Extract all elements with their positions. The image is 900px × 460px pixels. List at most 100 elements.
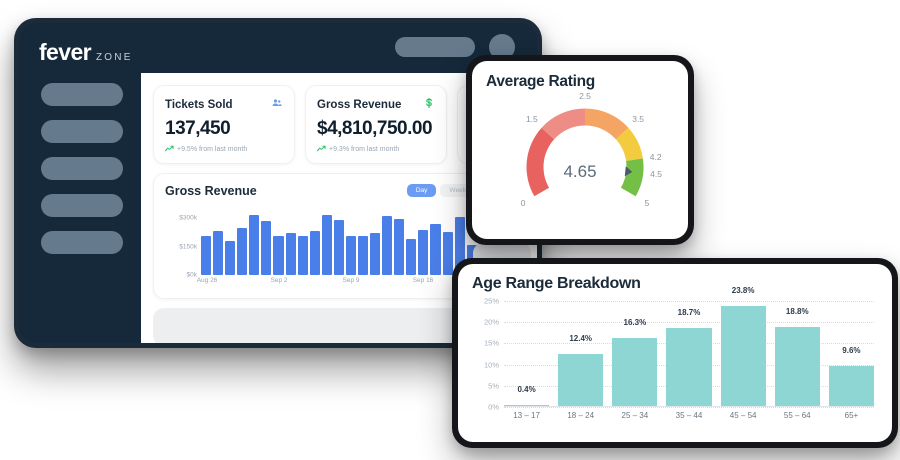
age-bar[interactable] [558,354,604,407]
kpi-value: 137,450 [165,118,231,139]
kpi-header: Gross Revenue [317,96,435,114]
gauge-needle-icon [624,166,633,177]
gauge-tick-label: 4.5 [650,169,663,180]
age-bar-column[interactable]: 18.7% [666,301,712,407]
y-tick-label: 10% [483,360,499,370]
x-tick-label: 13 – 17 [513,411,540,420]
y-tick-label: $150k [179,243,197,251]
kpi-value: $4,810,750.00 [317,118,433,139]
average-rating-device: Average Rating 4.65 0 1.5 2.5 3.5 4.2 4.5 5 [466,55,694,245]
chart-title: Gross Revenue [165,183,257,198]
gauge-value: 4.65 [563,162,597,182]
kpi-delta-text: +9.3% from last month [329,145,400,153]
revenue-bar[interactable] [285,232,296,275]
revenue-bar[interactable] [370,232,381,275]
x-tick-label: Aug 26 [196,276,218,284]
gridline [504,301,874,302]
trend-up-icon [164,145,174,154]
gauge-svg [526,108,644,197]
kpi-row: Tickets Sold 137,450 [153,85,527,164]
gauge-tick-label: 1.5 [525,114,538,125]
users-icon [271,96,283,114]
gauge-band [620,158,644,197]
gauge-band [585,108,629,140]
bar-data-label: 18.8% [785,307,809,317]
x-tick-label: Sep 9 [342,276,360,284]
x-tick-label: 65+ [844,411,859,420]
age-bar[interactable] [666,327,712,407]
gauge-band [541,108,585,140]
age-bar-column[interactable]: 23.8% [720,286,766,407]
gridline [504,322,874,324]
kpi-header: Tickets Sold [165,96,283,114]
average-rating-card: Average Rating 4.65 0 1.5 2.5 3.5 4.2 4.5 5 [472,61,688,239]
revenue-bar[interactable] [454,217,465,275]
main-tablet-device: fever ZONE [14,18,542,348]
gauge-tick-label: 4.2 [649,151,662,162]
sidebar-item-placeholder-5[interactable] [41,231,123,254]
rating-card-title: Average Rating [486,73,595,90]
age-plot: 25% 20% 15% 10% 5% 0% 0.4% 12.4% 16.3% 18.7% 23.8… [472,286,876,429]
revenue-bar[interactable] [237,228,248,275]
age-bar[interactable] [828,366,874,407]
revenue-bar[interactable] [249,214,260,275]
revenue-bar[interactable] [430,224,441,275]
main-tablet-screen: fever ZONE [19,23,537,343]
age-bar-column[interactable]: 18.8% [774,301,820,407]
brand-logo[interactable]: fever ZONE [39,39,133,66]
revenue-bar[interactable] [213,231,224,275]
sidebar-item-placeholder-1[interactable] [41,83,123,106]
bar-data-label: 23.8% [731,286,755,296]
kpi-title: Tickets Sold [165,99,233,111]
revenue-bar[interactable] [201,236,212,275]
age-bar[interactable] [774,327,820,407]
kpi-delta: +9.5% from last month [164,145,283,154]
age-axis-line [504,406,874,407]
y-tick-label: 15% [483,338,499,348]
x-tick-label: 35 – 44 [675,411,703,420]
revenue-bar[interactable] [345,236,357,275]
bar-data-label: 16.3% [623,317,647,327]
x-tick-label: 45 – 54 [729,411,757,420]
age-bar-column[interactable]: 12.4% [558,301,604,407]
revenue-bar[interactable] [273,236,284,275]
x-tick-label: 25 – 34 [621,411,649,420]
revenue-bar[interactable] [297,236,308,275]
revenue-bar[interactable] [406,238,417,275]
topbar-search-placeholder[interactable] [395,37,475,57]
revenue-bar[interactable] [261,220,272,275]
y-tick-label: 5% [488,381,499,391]
age-bar[interactable] [720,306,766,407]
age-x-axis: 13 – 17 18 – 24 25 – 34 35 – 44 45 – 54 55 – … [504,411,874,427]
sidebar-item-placeholder-3[interactable] [41,157,123,180]
kpi-card-gross-revenue[interactable]: Gross Revenue $4,810,750.00 [305,85,447,164]
brand-suffix: ZONE [96,52,133,63]
revenue-bar[interactable] [442,231,453,275]
revenue-bar[interactable] [333,220,344,275]
kpi-card-tickets-sold[interactable]: Tickets Sold 137,450 [153,85,295,164]
brand-name: fever [39,39,92,65]
x-tick-label: 55 – 64 [783,411,811,420]
tab-day[interactable]: Day [406,184,437,198]
revenue-bar[interactable] [225,240,236,275]
revenue-bar[interactable] [358,236,369,275]
age-card-title: Age Range Breakdown [472,275,641,292]
y-tick-label: 25% [483,296,499,306]
gauge-tick-label: 2.5 [579,90,591,101]
age-range-device: Age Range Breakdown 25% 20% 15% 10% 5% 0% 0.4… [452,258,898,448]
revenue-bar[interactable] [382,215,393,275]
chart-header: Gross Revenue Day Week Month [165,184,515,198]
revenue-bar[interactable] [394,219,405,275]
bar-data-label: 12.4% [569,334,593,344]
revenue-bar[interactable] [321,214,332,275]
gauge-tick-label: 5 [644,197,650,208]
age-bar-column[interactable]: 0.4% [504,301,550,407]
age-bar-column[interactable]: 9.6% [828,301,874,407]
age-bar-column[interactable]: 16.3% [612,301,658,407]
sidebar-item-placeholder-2[interactable] [41,120,123,143]
sidebar-item-placeholder-4[interactable] [41,194,123,217]
age-bar[interactable] [612,337,658,407]
revenue-bar[interactable] [418,229,429,275]
revenue-bar[interactable] [309,231,320,275]
